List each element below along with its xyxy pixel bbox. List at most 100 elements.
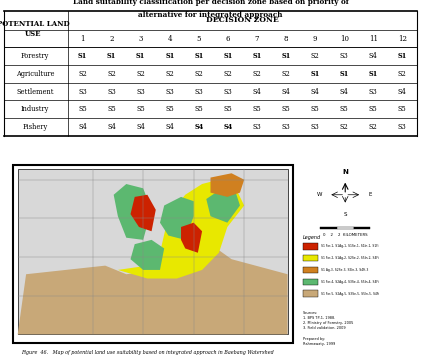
Bar bbox=[303, 290, 318, 297]
Point bbox=[90, 167, 95, 171]
Text: S1: S1 bbox=[107, 52, 117, 60]
Text: Figure  46.   Map of potential land use suitability based on integrated approach: Figure 46. Map of potential land use sui… bbox=[21, 349, 274, 354]
Text: S3: S3 bbox=[224, 88, 232, 96]
Text: S2: S2 bbox=[282, 70, 290, 78]
Text: POTENTIAL LAND
USE: POTENTIAL LAND USE bbox=[0, 20, 69, 38]
Polygon shape bbox=[131, 195, 156, 231]
Text: Legend: Legend bbox=[303, 235, 321, 240]
Polygon shape bbox=[118, 180, 244, 279]
Point bbox=[285, 294, 290, 298]
Text: S2: S2 bbox=[398, 70, 407, 78]
Text: 1: 1 bbox=[80, 35, 85, 43]
Text: S3: S3 bbox=[340, 52, 349, 60]
Text: S4: S4 bbox=[107, 123, 116, 131]
Text: S4: S4 bbox=[78, 123, 87, 131]
Text: 6: 6 bbox=[226, 35, 230, 43]
Point bbox=[242, 167, 247, 171]
Text: S1: S1 bbox=[368, 70, 378, 78]
Text: S1 For-2, S1Ag-2, S2Se-2, S5In-2, S4Fi: S1 For-2, S1Ag-2, S2Se-2, S5In-2, S4Fi bbox=[321, 256, 379, 260]
Text: S3: S3 bbox=[282, 123, 290, 131]
Text: Settlement: Settlement bbox=[16, 88, 54, 96]
Text: DECISION ZONE: DECISION ZONE bbox=[206, 16, 279, 24]
Bar bbox=[303, 255, 318, 261]
Text: S1: S1 bbox=[194, 52, 204, 60]
Text: 9: 9 bbox=[313, 35, 317, 43]
Text: S3: S3 bbox=[195, 88, 203, 96]
Bar bbox=[354, 227, 370, 229]
Bar bbox=[18, 169, 288, 334]
Text: S1: S1 bbox=[252, 52, 262, 60]
Polygon shape bbox=[18, 244, 288, 334]
Text: S5: S5 bbox=[224, 105, 232, 113]
Text: S5: S5 bbox=[253, 105, 261, 113]
Text: S3: S3 bbox=[78, 88, 87, 96]
Bar bbox=[303, 279, 318, 285]
Text: S5: S5 bbox=[398, 105, 407, 113]
Text: S4: S4 bbox=[194, 123, 203, 131]
Text: 5: 5 bbox=[197, 35, 201, 43]
Text: S1: S1 bbox=[223, 52, 233, 60]
Polygon shape bbox=[114, 184, 152, 240]
Point bbox=[15, 255, 20, 259]
Text: 7: 7 bbox=[255, 35, 259, 43]
Text: S1: S1 bbox=[281, 52, 291, 60]
Bar bbox=[13, 165, 293, 343]
Text: 2: 2 bbox=[109, 35, 114, 43]
Text: S2: S2 bbox=[253, 70, 261, 78]
Text: S1: S1 bbox=[165, 52, 175, 60]
Text: S1 Ag-3, S2Se-3, S5In-3, S4Fi-3: S1 Ag-3, S2Se-3, S5In-3, S4Fi-3 bbox=[321, 268, 369, 272]
Text: S1: S1 bbox=[339, 70, 349, 78]
Text: S2: S2 bbox=[311, 52, 320, 60]
Text: S2: S2 bbox=[107, 70, 116, 78]
Bar bbox=[337, 227, 354, 229]
Text: S1 For-5, S2Ag-5, S3Se-5, S5In-5, S4Fi: S1 For-5, S2Ag-5, S3Se-5, S5In-5, S4Fi bbox=[321, 291, 379, 296]
Text: S3: S3 bbox=[253, 123, 261, 131]
Text: S4: S4 bbox=[253, 88, 261, 96]
Text: S4: S4 bbox=[282, 88, 290, 96]
Point bbox=[191, 167, 196, 171]
Text: S2: S2 bbox=[136, 70, 145, 78]
Text: S2: S2 bbox=[340, 123, 349, 131]
Text: Prepared by:
Rahmawaty, 1999: Prepared by: Rahmawaty, 1999 bbox=[303, 337, 336, 346]
Polygon shape bbox=[210, 173, 244, 197]
Text: S2: S2 bbox=[195, 70, 203, 78]
Text: S4: S4 bbox=[340, 88, 349, 96]
Text: 8: 8 bbox=[284, 35, 288, 43]
Text: S1: S1 bbox=[136, 52, 146, 60]
Text: S1: S1 bbox=[78, 52, 88, 60]
Text: Agriculture: Agriculture bbox=[16, 70, 54, 78]
Text: N: N bbox=[342, 169, 348, 175]
Text: S4: S4 bbox=[369, 52, 378, 60]
Text: S3: S3 bbox=[136, 88, 145, 96]
Polygon shape bbox=[181, 223, 202, 253]
Text: S1: S1 bbox=[397, 52, 407, 60]
Polygon shape bbox=[160, 197, 194, 240]
Text: S3: S3 bbox=[107, 88, 116, 96]
Text: W: W bbox=[317, 192, 322, 197]
Text: 11: 11 bbox=[369, 35, 378, 43]
Text: S5: S5 bbox=[107, 105, 116, 113]
Text: S: S bbox=[344, 212, 347, 217]
Text: S3: S3 bbox=[369, 88, 378, 96]
Point bbox=[141, 167, 146, 171]
Text: S2: S2 bbox=[165, 70, 174, 78]
Point bbox=[285, 255, 290, 259]
Text: 12: 12 bbox=[398, 35, 407, 43]
Text: Fishery: Fishery bbox=[22, 123, 48, 131]
Text: S5: S5 bbox=[165, 105, 174, 113]
Text: S5: S5 bbox=[136, 105, 145, 113]
Text: S2: S2 bbox=[78, 70, 87, 78]
Text: S4: S4 bbox=[398, 88, 407, 96]
Text: S3: S3 bbox=[165, 88, 174, 96]
Text: S5: S5 bbox=[195, 105, 203, 113]
Bar bbox=[303, 243, 318, 250]
Point bbox=[15, 216, 20, 221]
Point bbox=[191, 332, 196, 337]
Text: S1: S1 bbox=[310, 70, 320, 78]
Text: S5: S5 bbox=[311, 105, 320, 113]
Bar bbox=[303, 267, 318, 273]
Text: S4: S4 bbox=[136, 123, 145, 131]
Text: S1 For-1, S1Ag-1, S1Se-1, S1In-1, S1Fi: S1 For-1, S1Ag-1, S1Se-1, S1In-1, S1Fi bbox=[321, 244, 379, 248]
Text: 3: 3 bbox=[139, 35, 143, 43]
Point bbox=[15, 178, 20, 182]
